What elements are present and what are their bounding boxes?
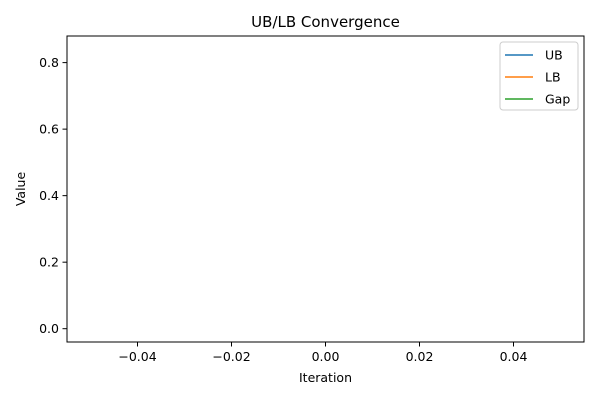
legend: UB LB Gap — [499, 41, 579, 111]
legend-label-gap: Gap — [545, 92, 570, 107]
y-tick-label: 0.4 — [39, 188, 59, 203]
x-tick-label: −0.02 — [212, 349, 250, 364]
legend-label-ub: UB — [545, 48, 563, 63]
y-tick-label: 0.6 — [39, 122, 59, 137]
x-axis: −0.04 −0.02 0.00 0.02 0.04 — [118, 342, 527, 364]
y-axis-label: Value — [13, 172, 28, 207]
legend-box — [499, 41, 579, 111]
chart-title: UB/LB Convergence — [251, 13, 400, 31]
y-tick-label: 0.8 — [39, 55, 59, 70]
y-tick-label: 0.2 — [39, 255, 59, 270]
legend-label-lb: LB — [545, 70, 561, 85]
x-tick-label: 0.04 — [500, 349, 528, 364]
x-axis-label: Iteration — [299, 370, 352, 385]
x-tick-label: 0.02 — [406, 349, 434, 364]
x-tick-label: 0.00 — [312, 349, 340, 364]
y-tick-label: 0.0 — [39, 321, 59, 336]
x-tick-label: −0.04 — [118, 349, 156, 364]
y-axis: 0.0 0.2 0.4 0.6 0.8 — [39, 55, 67, 336]
legend-items: UB LB Gap — [505, 48, 570, 107]
